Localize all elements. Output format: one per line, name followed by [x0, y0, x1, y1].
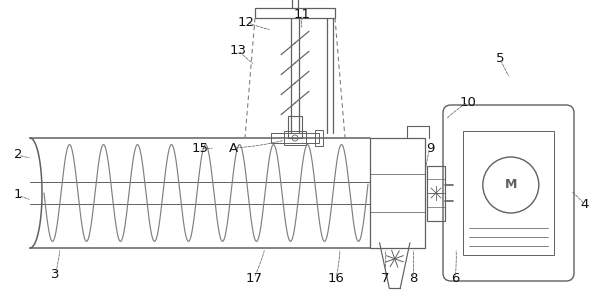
Text: 8: 8 — [409, 271, 417, 284]
Bar — [284, 131, 306, 145]
Bar — [255, 8, 335, 18]
Bar — [288, 116, 302, 138]
Bar — [370, 138, 425, 248]
Bar — [271, 133, 319, 143]
Text: 17: 17 — [245, 271, 263, 284]
Text: 15: 15 — [191, 142, 209, 155]
Bar — [427, 165, 445, 220]
Text: 2: 2 — [14, 149, 22, 162]
Text: 12: 12 — [238, 15, 254, 28]
Text: 3: 3 — [51, 268, 59, 281]
Text: A: A — [229, 142, 238, 155]
Text: M: M — [505, 178, 517, 191]
Bar — [315, 130, 323, 146]
Text: 7: 7 — [381, 271, 389, 284]
Text: 4: 4 — [581, 198, 589, 211]
Text: 6: 6 — [451, 271, 459, 284]
Text: 11: 11 — [293, 8, 311, 21]
Text: 16: 16 — [328, 271, 344, 284]
Bar — [463, 131, 554, 255]
Text: 5: 5 — [496, 52, 504, 65]
Text: 10: 10 — [460, 95, 476, 108]
Text: 9: 9 — [426, 142, 434, 155]
Text: 13: 13 — [229, 43, 247, 56]
Text: 1: 1 — [14, 188, 22, 201]
